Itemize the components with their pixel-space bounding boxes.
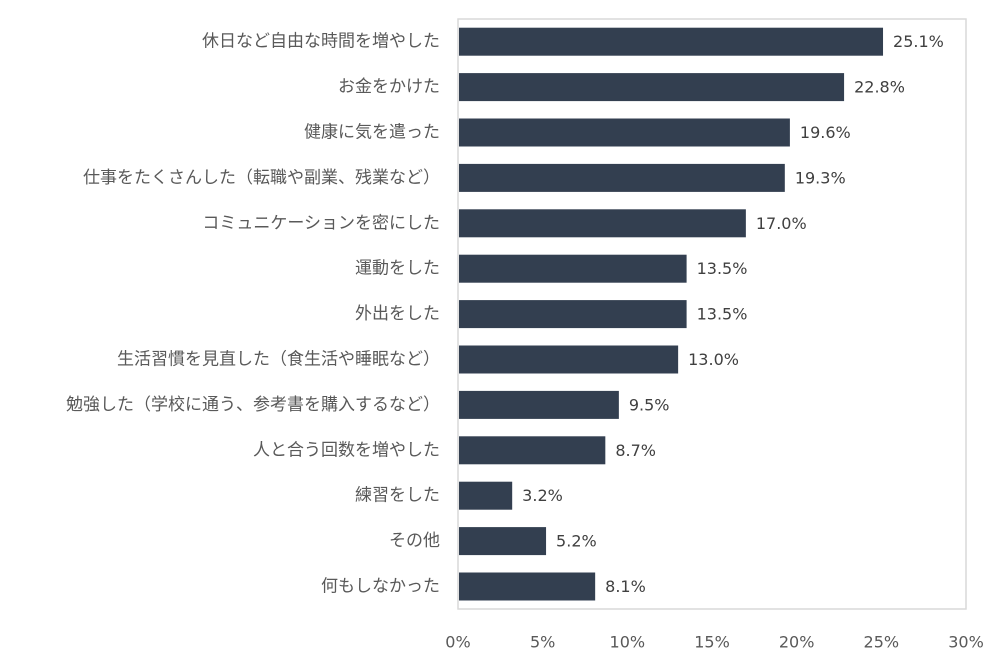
- x-tick-label: 30%: [948, 633, 984, 652]
- value-label: 19.3%: [795, 168, 846, 187]
- value-label: 8.1%: [605, 577, 646, 596]
- category-label: 外出をした: [355, 304, 440, 324]
- bar: [459, 436, 606, 465]
- value-label: 22.8%: [854, 78, 905, 97]
- bars: [459, 27, 884, 601]
- bar: [459, 390, 619, 419]
- x-tick-label: 20%: [779, 633, 815, 652]
- x-tick-label: 15%: [694, 633, 730, 652]
- x-axis-ticks: 0% 5% 10% 15% 20% 25% 30%: [445, 633, 983, 652]
- bar: [459, 527, 547, 556]
- category-labels: 休日など自由な時間を増やしたお金をかけた健康に気を遣った仕事をたくさんした（転職…: [66, 32, 440, 597]
- category-label: 運動をした: [355, 259, 440, 279]
- x-tick-label: 0%: [445, 633, 470, 652]
- bar: [459, 300, 687, 329]
- bar: [459, 481, 513, 510]
- value-label: 13.5%: [697, 259, 748, 278]
- category-label: 練習をした: [355, 486, 440, 506]
- value-labels: 25.1% 22.8% 19.6% 19.3% 17.0% 13.5% 13.5% 13.0%…: [522, 32, 944, 596]
- value-label: 5.2%: [556, 532, 597, 551]
- category-label: 生活習慣を見直した（食生活や睡眠など）: [117, 350, 440, 370]
- category-label: コミュニケーションを密にした: [202, 213, 440, 233]
- value-label: 17.0%: [756, 214, 807, 233]
- value-label: 3.2%: [522, 486, 563, 505]
- value-label: 25.1%: [893, 32, 944, 51]
- x-tick-label: 10%: [610, 633, 646, 652]
- category-label: その他: [389, 531, 440, 551]
- bar: [459, 27, 884, 56]
- category-label: 健康に気を遣った: [304, 123, 440, 143]
- value-label: 19.6%: [800, 123, 851, 142]
- category-label: 勉強した（学校に通う、参考書を購入するなど）: [66, 395, 440, 415]
- bar: [459, 572, 596, 601]
- value-label: 9.5%: [629, 395, 670, 414]
- bar: [459, 73, 845, 102]
- bar: [459, 254, 687, 283]
- value-label: 8.7%: [615, 441, 656, 460]
- bar: [459, 163, 785, 192]
- category-label: お金をかけた: [338, 77, 440, 97]
- plot-frame: [457, 18, 967, 610]
- category-label: 人と合う回数を増やした: [253, 440, 440, 460]
- value-label: 13.0%: [688, 350, 739, 369]
- x-tick-label: 25%: [864, 633, 900, 652]
- bar: [459, 345, 679, 374]
- category-label: 何もしなかった: [321, 577, 440, 597]
- bar: [459, 118, 790, 147]
- value-label: 13.5%: [697, 305, 748, 324]
- category-label: 仕事をたくさんした（転職や副業、残業など）: [83, 168, 440, 188]
- x-tick-label: 5%: [530, 633, 555, 652]
- bar: [459, 209, 746, 238]
- category-label: 休日など自由な時間を増やした: [202, 32, 440, 52]
